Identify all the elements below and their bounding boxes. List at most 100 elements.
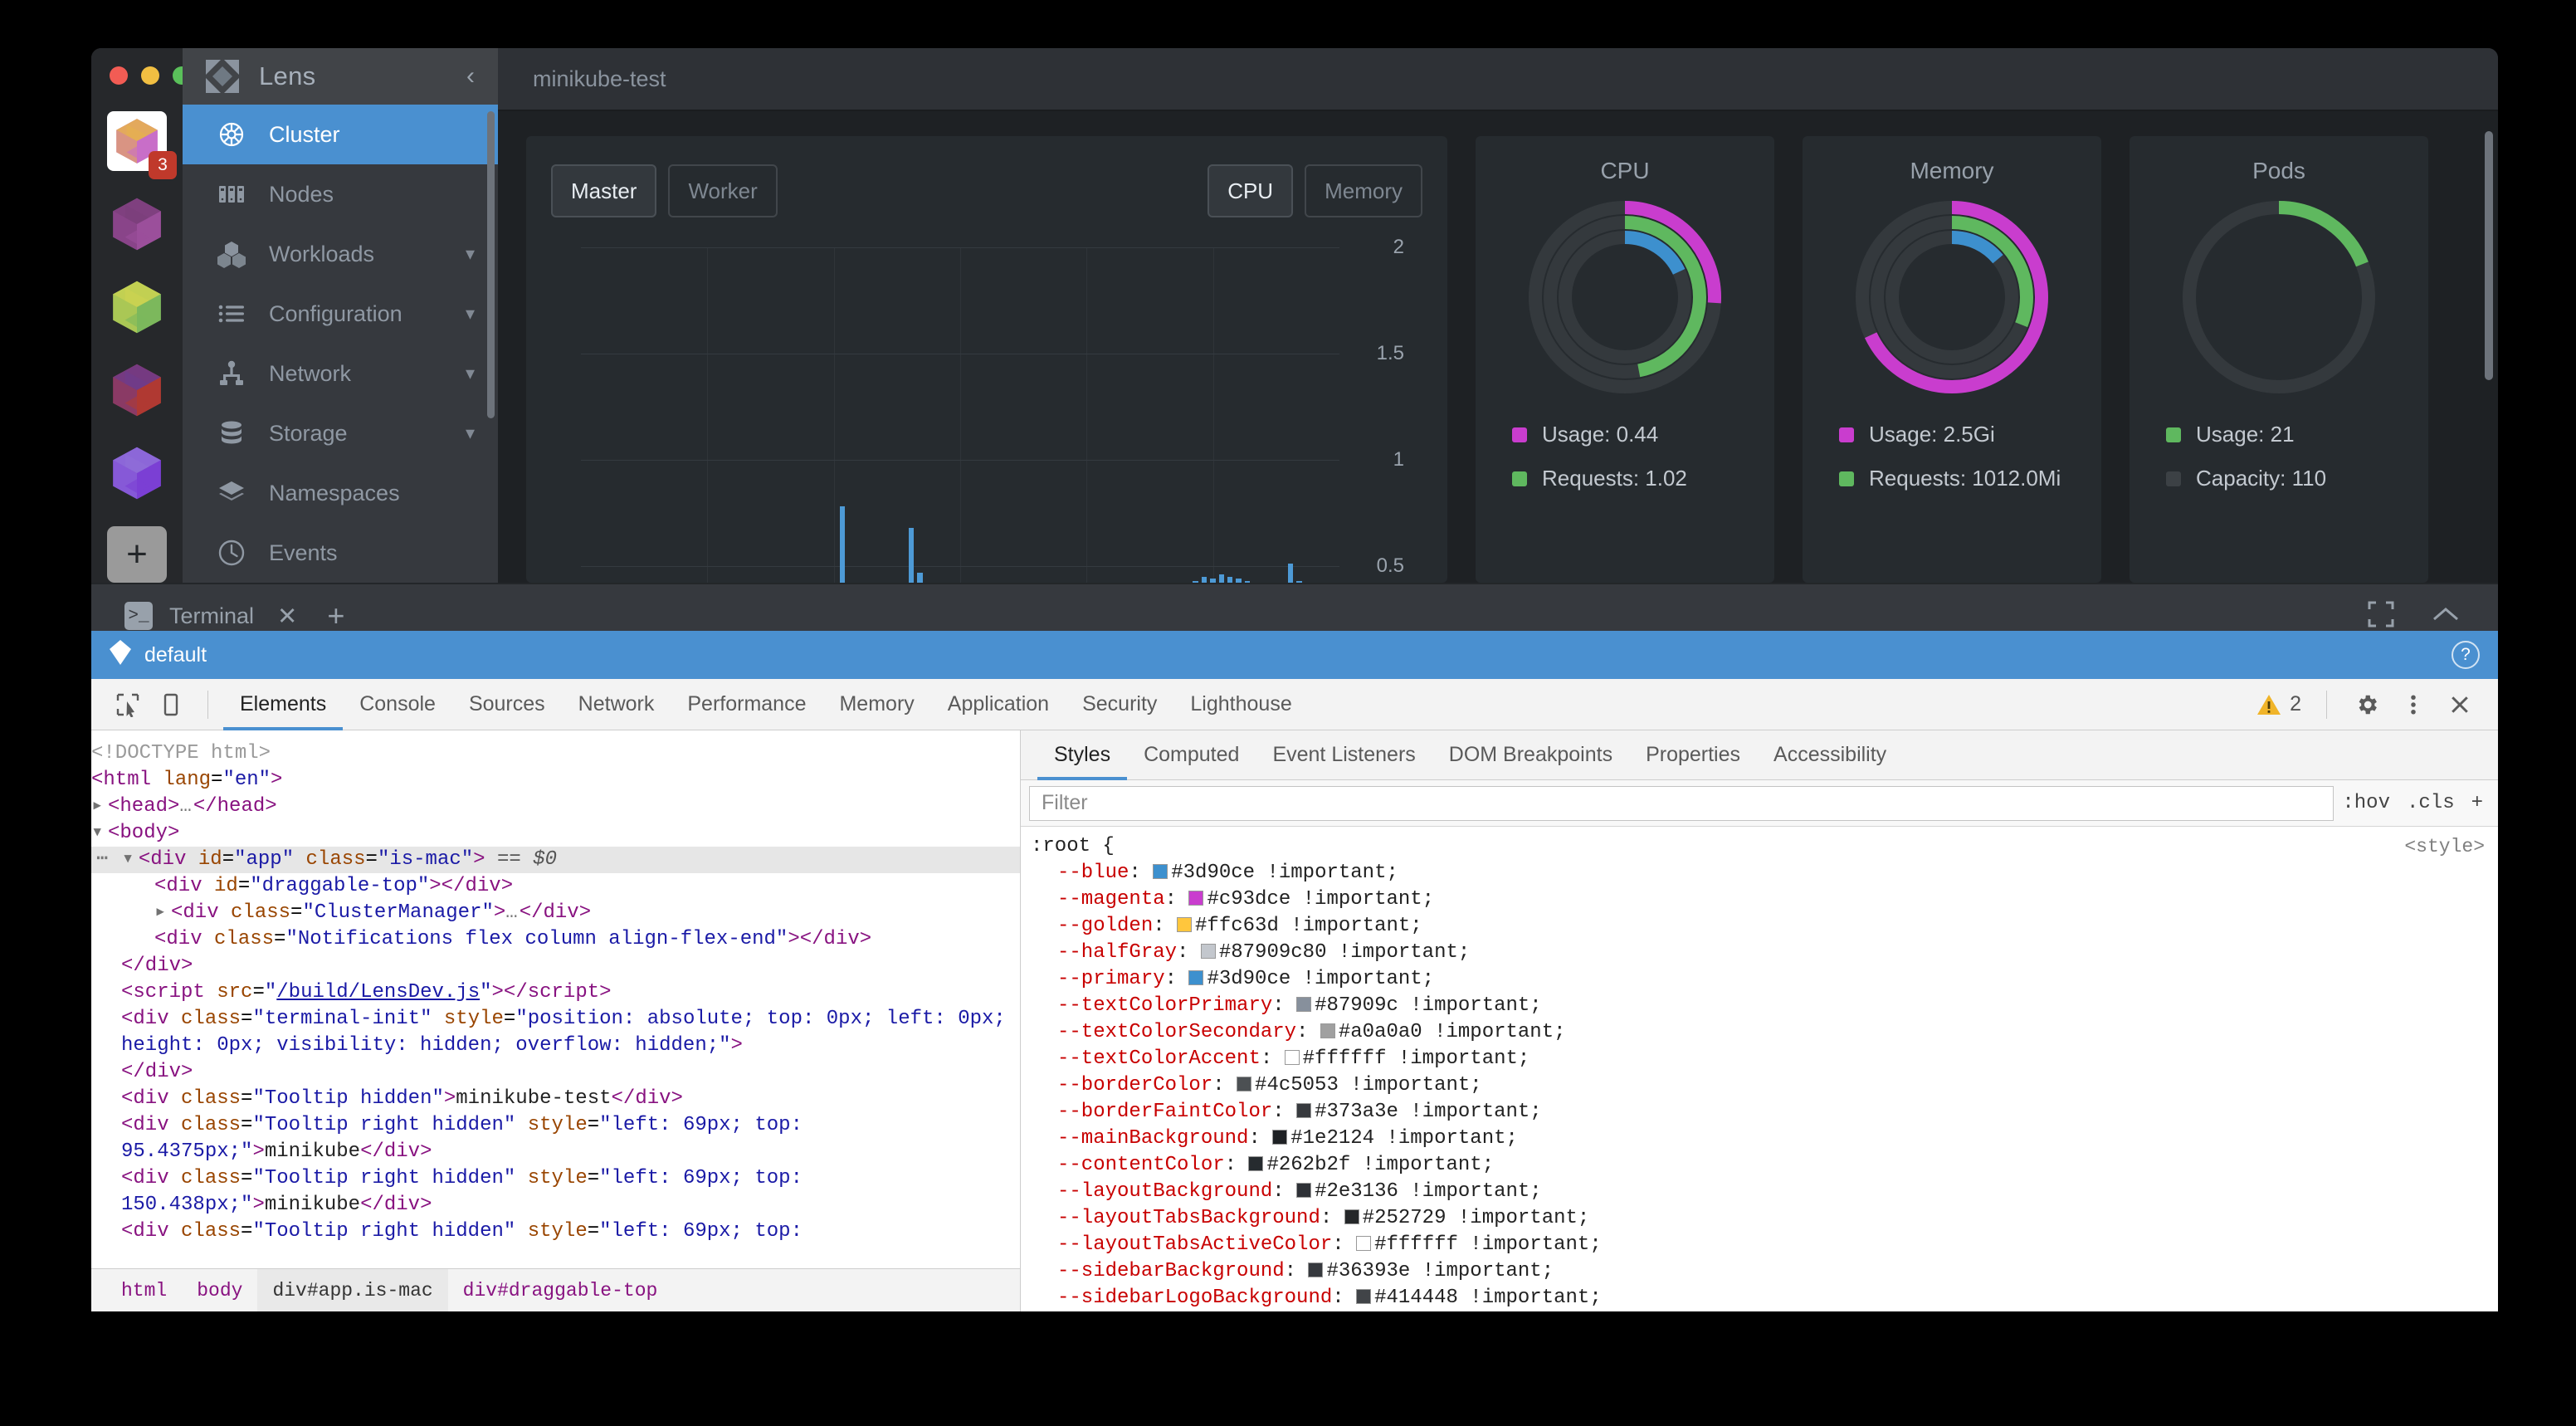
metric-tab-cpu[interactable]: CPU — [1208, 164, 1294, 217]
plus-icon[interactable]: + — [327, 598, 345, 632]
css-declaration[interactable]: --borderFaintColor: #373a3e !important; — [1057, 1101, 1542, 1123]
css-declaration[interactable]: --golden: #ffc63d !important; — [1057, 915, 1422, 937]
breadcrumb-item[interactable]: body — [197, 1279, 243, 1301]
tab-sources[interactable]: Sources — [468, 692, 545, 715]
hover-state-button[interactable]: :hov — [2342, 792, 2390, 814]
css-declaration[interactable]: --contentColor: #262b2f !important; — [1057, 1154, 1495, 1176]
sidebar-item-events[interactable]: Events — [183, 523, 498, 583]
class-state-button[interactable]: .cls — [2406, 792, 2455, 814]
close-window-button[interactable] — [110, 66, 128, 85]
dom-tree-line[interactable]: ▸ <head>…</head> — [91, 795, 277, 818]
color-swatch[interactable] — [1153, 864, 1168, 879]
sidebar-item-cluster[interactable]: Cluster — [183, 105, 498, 164]
device-toolbar-icon[interactable] — [149, 683, 193, 726]
gear-icon[interactable] — [2345, 683, 2388, 726]
sidebar-item-nodes[interactable]: Nodes — [183, 164, 498, 224]
cluster-icon-1[interactable] — [107, 194, 167, 254]
tab-console[interactable]: Console — [359, 692, 436, 715]
styles-tab-event-listeners[interactable]: Event Listeners — [1272, 743, 1416, 766]
color-swatch[interactable] — [1356, 1236, 1372, 1251]
chevron-down-icon[interactable]: ▾ — [465, 422, 475, 443]
chevron-left-icon[interactable]: ‹ — [466, 62, 475, 90]
cluster-icon-3[interactable] — [107, 360, 167, 420]
styles-tab-accessibility[interactable]: Accessibility — [1773, 743, 1887, 766]
css-declaration[interactable]: --mainBackground: #1e2124 !important; — [1057, 1127, 1518, 1150]
color-swatch[interactable] — [1248, 1156, 1264, 1171]
cluster-icon-active[interactable]: 3 — [107, 111, 177, 179]
css-declaration[interactable]: --borderColor: #4c5053 !important; — [1057, 1074, 1482, 1096]
css-declaration[interactable]: --textColorPrimary: #87909c !important; — [1057, 994, 1542, 1017]
css-source-link[interactable]: <style> — [2404, 836, 2485, 857]
color-swatch[interactable] — [1296, 1183, 1312, 1198]
sidebar-item-network[interactable]: Network ▾ — [183, 344, 498, 403]
dom-tree-line[interactable]: <div class="Tooltip right hidden" style=… — [121, 1220, 803, 1243]
color-swatch[interactable] — [1188, 891, 1204, 906]
styles-tab-properties[interactable]: Properties — [1646, 743, 1741, 766]
minimize-window-button[interactable] — [141, 66, 159, 85]
css-declaration[interactable]: --layoutTabsBackground: #252729 !importa… — [1057, 1207, 1590, 1229]
breadcrumb-item[interactable]: div#draggable-top — [462, 1279, 658, 1301]
tab-application[interactable]: Application — [947, 692, 1050, 715]
color-swatch[interactable] — [1320, 1023, 1335, 1038]
cluster-icon-2[interactable] — [107, 277, 167, 337]
chevron-down-icon[interactable]: ▾ — [465, 363, 475, 383]
terminal-tab[interactable]: >_ Terminal ✕ — [124, 602, 297, 631]
color-swatch[interactable] — [1272, 1130, 1288, 1145]
color-swatch[interactable] — [1308, 1262, 1324, 1277]
dom-tree-line[interactable]: <div class="terminal-init" style="positi… — [121, 1008, 1018, 1057]
dom-tree-pane[interactable]: <!DOCTYPE html> <html lang="en"> ▸ <head>…<… — [91, 730, 1021, 1311]
color-swatch[interactable] — [1296, 997, 1312, 1012]
dom-tree-line[interactable]: <div class="Tooltip right hidden" style=… — [121, 1167, 815, 1216]
tab-security[interactable]: Security — [1082, 692, 1158, 715]
fullscreen-icon[interactable] — [2367, 600, 2395, 632]
dom-tree-line[interactable]: ⋯ ▾ <div id="app" class="is-mac"> == $0 — [91, 847, 1020, 873]
styles-tab-styles[interactable]: Styles — [1037, 730, 1127, 780]
tab-memory[interactable]: Memory — [839, 692, 915, 715]
question-icon[interactable]: ? — [2452, 641, 2480, 669]
dom-tree-line[interactable]: <div class="Tooltip hidden">minikube-tes… — [121, 1087, 683, 1110]
warning-badge[interactable]: 2 — [2256, 692, 2301, 716]
close-icon[interactable] — [2438, 683, 2481, 726]
close-icon[interactable]: ✕ — [277, 603, 298, 630]
css-declaration[interactable]: --sidebarBackground: #36393e !important; — [1057, 1260, 1554, 1282]
metric-tab-memory[interactable]: Memory — [1305, 164, 1422, 217]
css-declaration[interactable]: --layoutTabsActiveColor: #ffffff !import… — [1057, 1233, 1602, 1256]
dom-tree-line[interactable]: <div id="draggable-top"></div> — [154, 875, 514, 897]
new-style-rule-button[interactable]: + — [2471, 792, 2483, 814]
sidebar-item-namespaces[interactable]: Namespaces — [183, 463, 498, 523]
node-tab-master[interactable]: Master — [551, 164, 657, 217]
color-swatch[interactable] — [1296, 1103, 1312, 1118]
tab-lighthouse[interactable]: Lighthouse — [1190, 692, 1292, 715]
color-swatch[interactable] — [1237, 1077, 1252, 1091]
color-swatch[interactable] — [1344, 1209, 1359, 1224]
tab-elements[interactable]: Elements — [223, 679, 343, 730]
css-declaration[interactable]: --halfGray: #87909c80 !important; — [1057, 941, 1471, 964]
tab-network[interactable]: Network — [578, 692, 655, 715]
css-declaration[interactable]: --textColorSecondary: #a0a0a0 !important… — [1057, 1021, 1566, 1043]
cluster-icon-4[interactable] — [107, 443, 167, 503]
sidebar-item-storage[interactable]: Storage ▾ — [183, 403, 498, 463]
breadcrumb-item[interactable]: html — [121, 1279, 168, 1301]
dom-tree-line[interactable]: <div class="Notifications flex column al… — [154, 928, 872, 950]
dom-tree-line[interactable]: </div> — [121, 1061, 193, 1083]
dom-tree-line[interactable]: ▸ <div class="ClusterManager">…</div> — [154, 901, 592, 924]
color-swatch[interactable] — [1177, 917, 1193, 932]
css-rules-list[interactable]: :root { <style> --blue: #3d90ce !importa… — [1021, 827, 2498, 1311]
css-declaration[interactable]: --magenta: #c93dce !important; — [1057, 888, 1435, 911]
styles-tab-computed[interactable]: Computed — [1144, 743, 1240, 766]
styles-filter-input[interactable] — [1029, 785, 2334, 821]
tab-performance[interactable]: Performance — [687, 692, 807, 715]
chevron-up-icon[interactable] — [2432, 605, 2460, 628]
inspect-cursor-icon[interactable] — [106, 683, 149, 726]
css-declaration[interactable]: --primary: #3d90ce !important; — [1057, 968, 1435, 990]
node-tab-worker[interactable]: Worker — [668, 164, 778, 217]
color-swatch[interactable] — [1356, 1289, 1372, 1304]
dom-tree-line[interactable]: <script src="/build/LensDev.js"></script… — [121, 981, 612, 1004]
color-swatch[interactable] — [1284, 1050, 1300, 1065]
css-declaration[interactable]: --sidebarLogoBackground: #414448 !import… — [1057, 1287, 1602, 1309]
dom-tree-line[interactable]: </div> — [121, 955, 193, 977]
css-declaration[interactable]: --textColorAccent: #ffffff !important; — [1057, 1048, 1530, 1070]
dom-tree-line[interactable]: <div class="Tooltip right hidden" style=… — [121, 1114, 815, 1163]
color-swatch[interactable] — [1200, 944, 1216, 959]
styles-tab-dom-breakpoints[interactable]: DOM Breakpoints — [1448, 743, 1613, 766]
